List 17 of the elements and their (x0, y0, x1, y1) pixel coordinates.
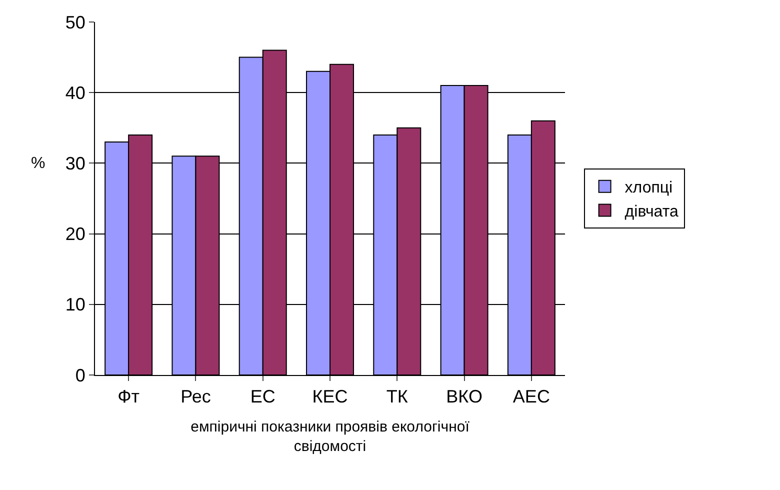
y-tick-label: 20 (65, 224, 86, 244)
legend-label: хлопці (624, 180, 673, 197)
y-axis-title: % (31, 155, 46, 172)
x-tick-label: Рес (180, 386, 211, 407)
y-tick-label: 30 (65, 154, 86, 174)
y-tick-label: 0 (75, 365, 86, 386)
x-tick-label: КЕС (312, 386, 348, 407)
x-tick-label: ЕС (250, 386, 276, 407)
x-tick-label: АЕС (512, 386, 550, 407)
x-tick-label: ВКО (446, 386, 482, 407)
x-axis-title: емпіричні показники проявів екологічної свідомості (190, 418, 470, 456)
x-tick-label: ТК (386, 386, 408, 407)
y-tick-label: 10 (65, 294, 86, 315)
y-tick-label: 50 (65, 12, 86, 32)
y-tick-label: 40 (65, 82, 86, 103)
legend-label: дівчата (624, 203, 679, 220)
x-tick-label: Фт (118, 386, 140, 407)
